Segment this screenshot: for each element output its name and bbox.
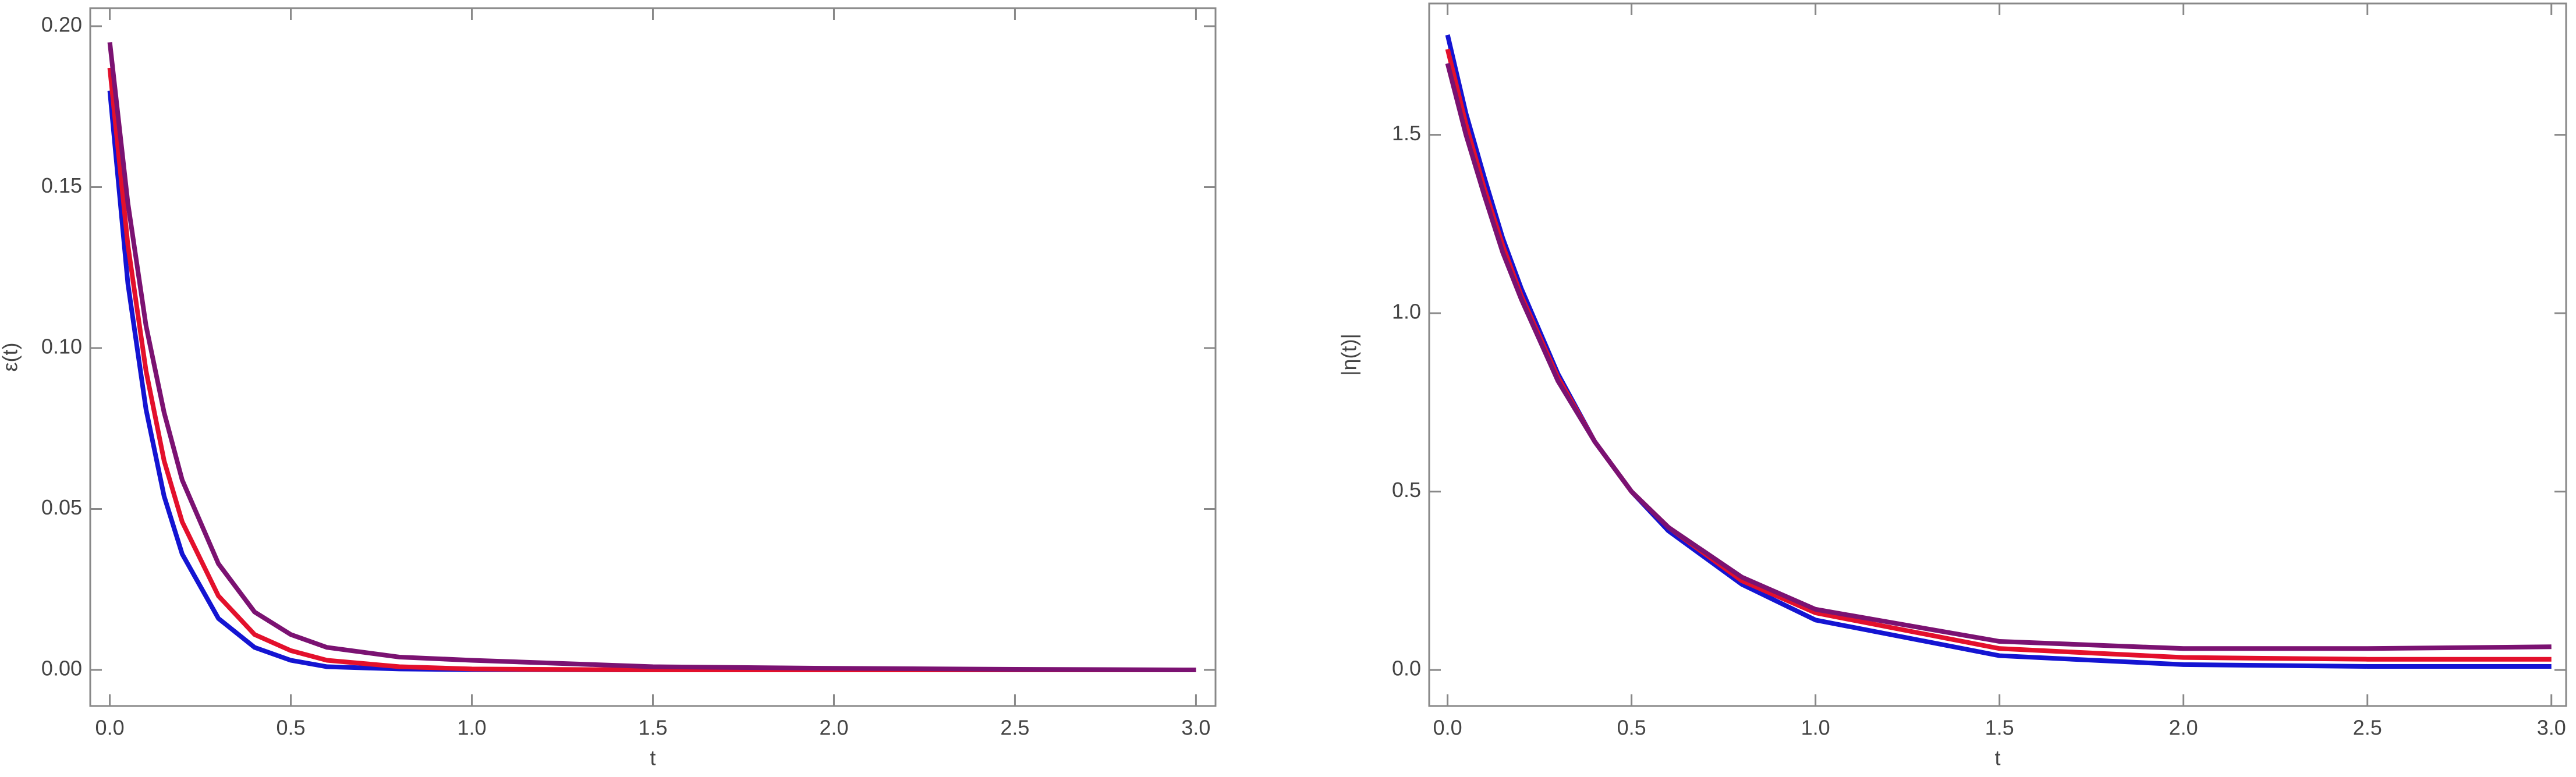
y-tick-label: 0.20 [41,12,82,36]
y-axis-label: ε(t) [0,342,22,371]
x-tick-label: 2.0 [819,716,848,740]
plot-frame [89,7,1217,707]
x-tick-label: 1.5 [638,716,667,740]
x-axis-label: t [650,746,655,770]
x-tick-label: 0.5 [277,716,306,740]
series-line [1445,62,2552,651]
y-tick-label: 0.5 [1392,478,1421,502]
x-tick-label: 0.0 [95,716,125,740]
x-tick-label: 2.0 [2169,716,2198,740]
series-line [107,90,1196,673]
x-tick-label: 0.5 [1617,716,1646,740]
y-tick-label: 0.00 [41,657,82,680]
y-tick-label: 0.0 [1392,657,1421,680]
y-tick-label: 0.10 [41,335,82,359]
x-tick-label: 2.5 [1000,716,1029,740]
series-line [107,42,1196,673]
series-line [1445,34,2552,669]
x-axis-label: t [1994,746,2000,770]
y-axis-label: |η(t)| [1337,333,1361,376]
plot-frame [1428,2,2567,707]
y-tick-label: 1.0 [1392,300,1421,324]
x-tick-label: 3.0 [2537,716,2566,740]
y-tick-label: 0.15 [41,173,82,197]
x-tick-label: 1.0 [1801,716,1830,740]
x-tick-label: 2.5 [2353,716,2382,740]
series-line [107,68,1196,673]
x-tick-label: 3.0 [1181,716,1210,740]
x-tick-label: 1.0 [458,716,487,740]
series-line [1445,48,2552,662]
y-tick-label: 1.5 [1392,121,1421,145]
x-tick-label: 1.5 [1985,716,2014,740]
x-tick-label: 0.0 [1433,716,1462,740]
y-tick-label: 0.05 [41,495,82,519]
